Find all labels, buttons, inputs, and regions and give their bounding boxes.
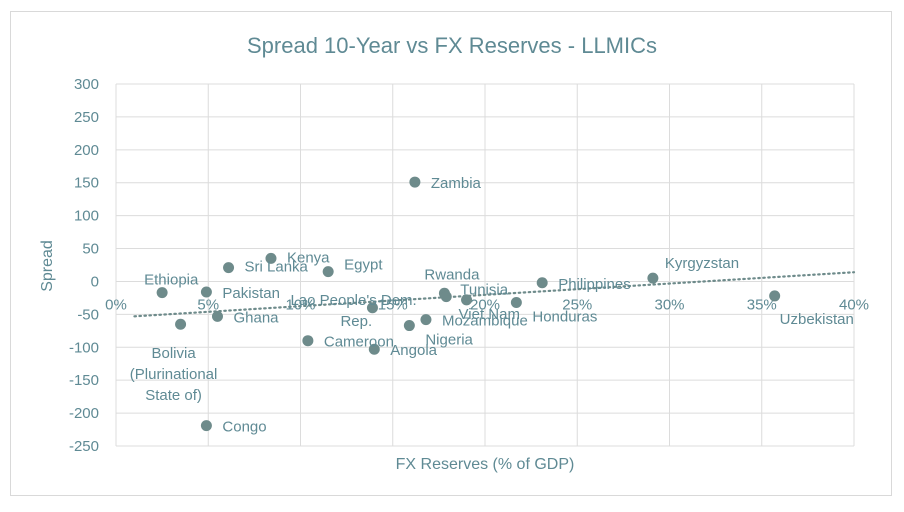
y-tick-label: -250 [69, 438, 99, 455]
data-point [368, 343, 380, 355]
y-tick-label: 250 [74, 109, 99, 126]
trendline-path [133, 271, 856, 318]
y-tick-label: 0 [91, 273, 99, 290]
data-point [223, 262, 235, 274]
grid-lines [115, 83, 855, 447]
y-tick-label: 150 [74, 175, 99, 192]
data-points [156, 176, 781, 432]
data-point [536, 277, 548, 289]
y-tick-label: -200 [69, 405, 99, 422]
x-tick-label: 40% [839, 296, 869, 313]
point-label: Lao People's Dem. Rep. [290, 292, 416, 330]
x-tick-label: 35% [747, 296, 777, 313]
point-label: Zambia [431, 175, 482, 192]
x-tick-label: 10% [285, 296, 315, 313]
point-label: Angola [390, 342, 437, 359]
data-point [175, 318, 187, 330]
data-point [302, 335, 314, 347]
y-axis-label: Spread [39, 240, 56, 292]
y-tick-label: 100 [74, 208, 99, 225]
point-label: Cameroon [324, 334, 394, 351]
data-point [265, 252, 277, 264]
data-point [366, 302, 378, 314]
point-label: Philippines [558, 276, 631, 293]
data-point [510, 297, 522, 309]
point-label: Sri Lanka [245, 259, 309, 276]
data-point [211, 310, 223, 322]
point-label: Rwanda [424, 266, 480, 283]
point-label: Kyrgyzstan [665, 255, 739, 272]
x-tick-label: 30% [654, 296, 684, 313]
point-label: Uzbekistan [780, 311, 854, 328]
point-label: Bolivia (Plurinational State of) [130, 345, 218, 404]
point-label: Pakistan [222, 285, 280, 302]
data-point [200, 420, 212, 432]
y-tick-label: 200 [74, 142, 99, 159]
data-point [322, 266, 334, 278]
point-label: Egypt [344, 257, 383, 274]
point-label: Viet Nam [459, 306, 520, 323]
y-tick-label: 50 [82, 241, 99, 258]
x-axis-ticks: 0% 5% 10% 15% 20% 25% 30% 35% 40% [105, 296, 869, 313]
x-tick-label: 25% [562, 296, 592, 313]
point-label: Congo [222, 419, 266, 436]
point-label: Kenya [287, 249, 330, 266]
trendline [133, 271, 856, 318]
chart-frame [10, 11, 892, 496]
data-point [461, 294, 473, 306]
x-tick-label: 0% [105, 296, 127, 313]
data-point [647, 272, 659, 284]
data-point [420, 314, 432, 326]
point-label: Ethiopia [144, 272, 199, 289]
x-axis-label: FX Reserves (% of GDP) [396, 456, 575, 473]
y-tick-label: -50 [77, 306, 99, 323]
point-label: Nigeria [425, 332, 473, 349]
y-tick-label: -100 [69, 339, 99, 356]
data-point [156, 287, 168, 299]
data-point [769, 290, 781, 302]
chart-title: Spread 10-Year vs FX Reserves - LLMICs [247, 33, 657, 58]
x-tick-label: 20% [470, 296, 500, 313]
y-tick-label: -150 [69, 372, 99, 389]
data-point [403, 320, 415, 332]
y-tick-label: 300 [74, 76, 99, 93]
x-tick-label: 5% [197, 296, 219, 313]
point-label: Tunisia [460, 282, 508, 299]
y-axis-ticks: 300 250 200 150 100 50 0 -50 -100 -150 -200 -250 [69, 76, 99, 455]
point-label: Ghana [233, 309, 279, 326]
point-label: Mozambique [442, 313, 528, 330]
data-point [440, 291, 452, 303]
x-tick-label: 15% [378, 296, 408, 313]
data-point [200, 286, 212, 298]
data-point [409, 176, 421, 188]
point-label: Honduras [532, 309, 597, 326]
